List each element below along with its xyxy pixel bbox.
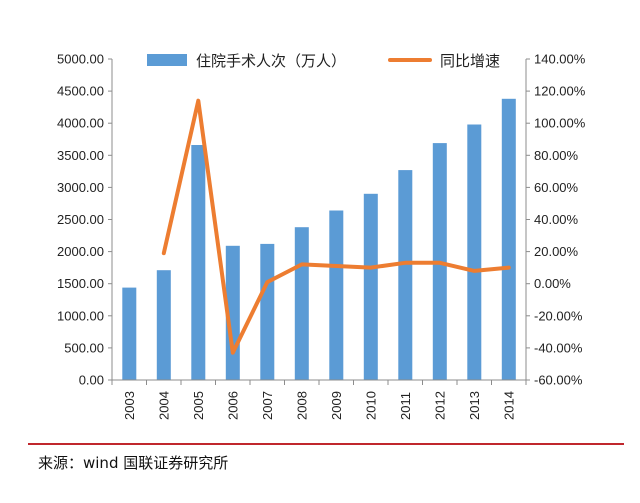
right-tick-label: 140.00% [534,52,586,67]
left-tick-label: 1000.00 [57,308,104,323]
bar-2005 [191,145,206,380]
x-tick-label: 2006 [225,391,240,420]
bar-2014 [501,98,516,381]
bar-2003 [122,287,137,380]
axes [111,59,527,385]
left-tick-label: 4000.00 [57,116,104,131]
left-tick-label: 4500.00 [57,84,104,99]
legend-swatch-bar [147,54,187,66]
bar-2011 [398,170,413,380]
left-tick-label: 3000.00 [57,180,104,195]
right-tick-label: 100.00% [534,116,586,131]
x-tick-label: 2008 [294,391,309,420]
x-tick-label: 2012 [432,391,447,420]
x-tick-label: 2009 [329,391,344,420]
bar-2009 [329,210,344,380]
source-divider [28,443,624,445]
x-tick-label: 2011 [398,392,413,420]
x-tick-label: 2003 [122,391,137,420]
x-tick-label: 2005 [191,391,206,420]
left-tick-label: 2500.00 [57,212,104,227]
bar-2008 [294,227,309,380]
right-tick-label: -40.00% [534,340,583,355]
bar-series [122,98,516,381]
x-axis-ticks: 2003 2004 2005 2006 2007 2008 2009 2010 2011 2012… [122,391,517,420]
x-tick-label: 2004 [156,391,171,420]
left-tick-label: 500.00 [64,340,104,355]
right-tick-label: -60.00% [534,373,583,388]
left-tick-label: 5000.00 [57,52,104,67]
right-tick-label: -20.00% [534,308,583,323]
right-tick-label: 40.00% [534,212,579,227]
legend-label-bar: 住院手术人次（万人） [196,52,346,70]
line-series [161,98,511,355]
chart: 0.00 500.00 1000.00 1500.00 2000.00 2500.00 30… [57,52,586,421]
right-tick-label: 120.00% [534,84,586,99]
right-axis-ticks: -60.00% -40.00% -20.00% 0.00% 20.00% 40.00% 60… [526,52,586,388]
bar-2013 [467,124,482,380]
left-tick-label: 0.00 [79,373,104,388]
right-tick-label: 60.00% [534,180,579,195]
right-tick-label: 20.00% [534,244,579,259]
x-tick-label: 2010 [363,391,378,420]
source-note: 来源：wind 国联证券研究所 [38,454,229,472]
bar-2007 [260,243,275,380]
left-tick-label: 2000.00 [57,244,104,259]
bar-2004 [156,270,171,380]
legend-label-line: 同比增速 [440,52,500,70]
x-tick-label: 2013 [467,391,482,420]
right-tick-label: 0.00% [534,276,571,291]
left-axis-ticks: 0.00 500.00 1000.00 1500.00 2000.00 2500.00 30… [57,52,112,388]
x-tick-label: 2014 [501,391,516,420]
left-tick-label: 3500.00 [57,148,104,163]
bar-2010 [363,193,378,380]
right-tick-label: 80.00% [534,148,579,163]
legend: 住院手术人次（万人） 同比增速 [147,52,500,70]
left-tick-label: 1500.00 [57,276,104,291]
x-tick-label: 2007 [260,391,275,420]
